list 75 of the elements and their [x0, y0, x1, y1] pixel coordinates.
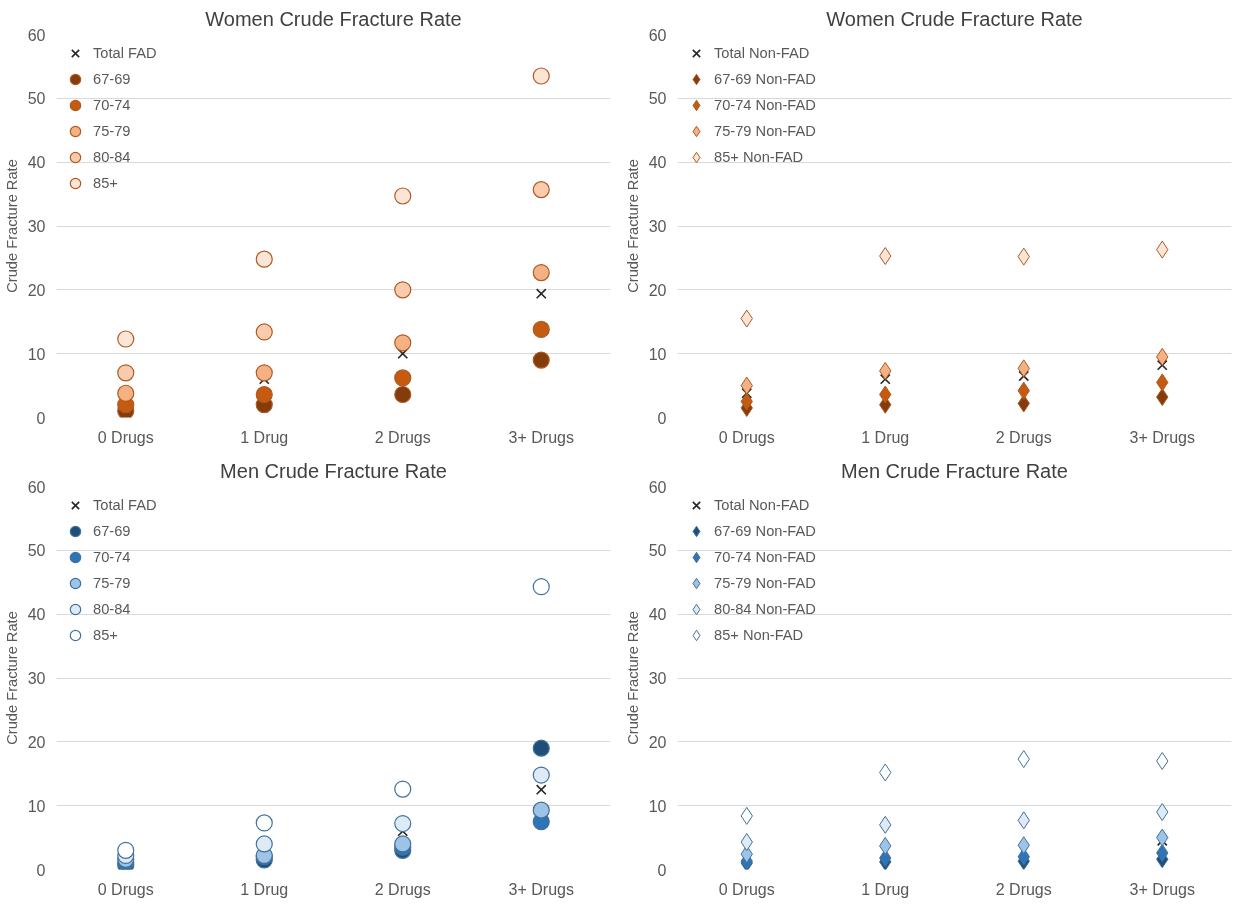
- x-tick-label: 0 Drugs: [97, 880, 154, 898]
- legend-label: 75-79 Non-FAD: [714, 122, 816, 141]
- y-tick-label: 0: [36, 861, 46, 879]
- x-tick-label: 0 Drugs: [718, 428, 775, 446]
- legend-label: 75-79: [93, 574, 131, 593]
- y-tick-label: 10: [648, 345, 667, 363]
- y-axis-title: Crude Fracture Rate: [624, 611, 641, 745]
- y-tick-label: 60: [648, 478, 667, 496]
- legend-label: 67-69 Non-FAD: [714, 522, 816, 541]
- y-tick-label: 50: [648, 542, 667, 560]
- y-tick-label: 10: [27, 797, 46, 815]
- x-tick-label: 3+ Drugs: [1129, 428, 1195, 446]
- x-tick-label: 0 Drugs: [97, 428, 154, 446]
- chart-title: Men Crude Fracture Rate: [220, 459, 447, 482]
- y-tick-label: 0: [657, 409, 667, 427]
- x-tick-label: 2 Drugs: [995, 428, 1052, 446]
- y-tick-label: 20: [27, 733, 46, 751]
- y-tick-label: 20: [648, 733, 667, 751]
- legend-label: Total Non-FAD: [714, 44, 810, 63]
- y-axis-title: Crude Fracture Rate: [3, 159, 20, 293]
- legend-label: 70-74: [93, 548, 131, 567]
- y-tick-label: 20: [648, 281, 667, 299]
- legend-label: Total FAD: [93, 44, 157, 63]
- x-tick-label: 2 Drugs: [995, 880, 1052, 898]
- legend-label: 70-74: [93, 96, 131, 115]
- y-axis-title: Crude Fracture Rate: [3, 611, 20, 745]
- legend-label: 75-79: [93, 122, 131, 141]
- y-tick-label: 0: [657, 861, 667, 879]
- y-tick-label: 60: [27, 26, 46, 44]
- x-tick-label: 0 Drugs: [718, 880, 775, 898]
- y-tick-label: 40: [648, 606, 667, 624]
- chart-title: Women Crude Fracture Rate: [826, 7, 1083, 30]
- y-tick-label: 50: [648, 90, 667, 108]
- chart-title: Women Crude Fracture Rate: [205, 7, 462, 30]
- legend-label: 85+ Non-FAD: [714, 148, 804, 167]
- y-tick-label: 30: [27, 670, 46, 687]
- y-tick-label: 30: [648, 670, 667, 687]
- y-tick-label: 40: [27, 154, 46, 172]
- y-tick-label: 50: [27, 542, 46, 560]
- legend-label: Total Non-FAD: [714, 496, 810, 515]
- legend-label: 67-69 Non-FAD: [714, 70, 816, 89]
- y-tick-label: 10: [27, 345, 46, 363]
- y-tick-label: 30: [27, 218, 46, 235]
- legend-label: 85+: [93, 626, 118, 645]
- x-tick-label: 1 Drug: [861, 880, 910, 898]
- x-tick-label: 3+ Drugs: [1129, 880, 1195, 898]
- legend-label: 80-84 Non-FAD: [714, 600, 816, 619]
- legend-label: 85+ Non-FAD: [714, 626, 804, 645]
- chart-title: Men Crude Fracture Rate: [841, 459, 1068, 482]
- legend-label: 67-69: [93, 70, 131, 89]
- y-tick-label: 20: [27, 281, 46, 299]
- y-axis-title: Crude Fracture Rate: [624, 159, 641, 293]
- x-tick-label: 1 Drug: [240, 880, 289, 898]
- legend-label: 75-79 Non-FAD: [714, 574, 816, 593]
- y-tick-label: 40: [27, 606, 46, 624]
- x-tick-label: 1 Drug: [240, 428, 289, 446]
- y-tick-label: 10: [648, 797, 667, 815]
- x-tick-label: 2 Drugs: [374, 428, 431, 446]
- legend-label: 80-84: [93, 600, 131, 619]
- x-tick-label: 3+ Drugs: [508, 880, 574, 898]
- y-tick-label: 0: [36, 409, 46, 427]
- legend-label: 85+: [93, 174, 118, 193]
- legend-label: 70-74 Non-FAD: [714, 96, 816, 115]
- y-tick-label: 30: [648, 218, 667, 235]
- legend-label: 70-74 Non-FAD: [714, 548, 816, 567]
- y-tick-label: 60: [27, 478, 46, 496]
- y-tick-label: 60: [648, 26, 667, 44]
- legend-label: 67-69: [93, 522, 131, 541]
- y-tick-label: 50: [27, 90, 46, 108]
- legend-label: 80-84: [93, 148, 131, 167]
- x-tick-label: 3+ Drugs: [508, 428, 574, 446]
- x-tick-label: 2 Drugs: [374, 880, 431, 898]
- y-tick-label: 40: [648, 154, 667, 172]
- x-tick-label: 1 Drug: [861, 428, 910, 446]
- legend-label: Total FAD: [93, 496, 157, 515]
